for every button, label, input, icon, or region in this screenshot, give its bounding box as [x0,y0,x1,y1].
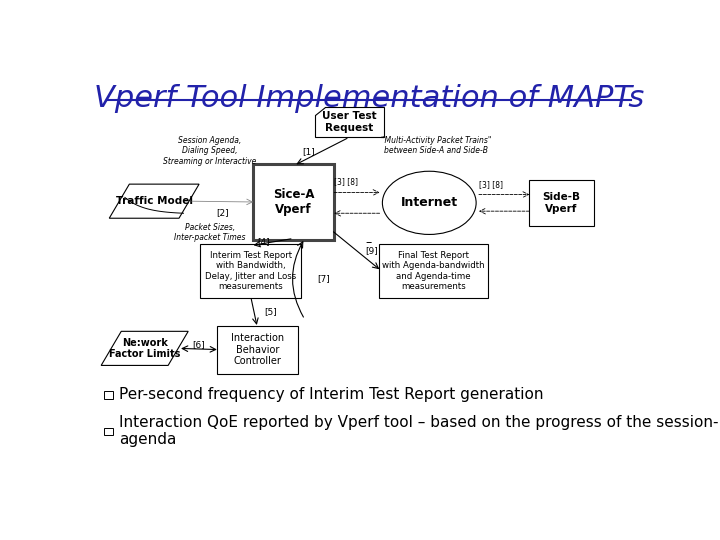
Text: [6]: [6] [192,340,205,349]
Text: Ne:work
Factor Limits: Ne:work Factor Limits [109,338,181,359]
Text: Interaction
Behavior
Controller: Interaction Behavior Controller [231,333,284,366]
Text: Sice-A
Vperf: Sice-A Vperf [273,188,315,216]
Text: [4]: [4] [258,238,270,247]
Text: Interaction QoE reported by Vperf tool – based on the progress of the session-
a: Interaction QoE reported by Vperf tool –… [119,415,719,447]
Text: Interim Test Report
with Bandwidth,
Delay, Jitter and Loss
measurements: Interim Test Report with Bandwidth, Dela… [205,251,297,291]
Text: [7]: [7] [317,274,330,284]
Text: Vperf Tool Implementation of MAPTs: Vperf Tool Implementation of MAPTs [94,84,644,112]
Text: [1]: [1] [302,147,315,156]
Text: [3] [8]: [3] [8] [334,178,358,186]
Polygon shape [101,332,188,366]
Polygon shape [109,184,199,218]
Text: Per-second frequency of Interim Test Report generation: Per-second frequency of Interim Test Rep… [119,387,544,402]
Text: –: – [366,237,372,249]
Text: Side-B
Vperf: Side-B Vperf [542,192,580,214]
Ellipse shape [382,171,476,234]
FancyBboxPatch shape [200,244,301,299]
FancyBboxPatch shape [379,244,487,299]
FancyBboxPatch shape [529,180,593,226]
Text: Traffic Model: Traffic Model [116,196,193,206]
Text: Final Test Report
with Agenda-bandwidth
and Agenda-time
measurements: Final Test Report with Agenda-bandwidth … [382,251,485,291]
Polygon shape [315,107,384,137]
Text: Packet Sizes,
Inter-packet Times: Packet Sizes, Inter-packet Times [174,222,246,242]
Text: "Multi-Activity Packet Trains"
between Side-A and Side-B: "Multi-Activity Packet Trains" between S… [381,136,491,155]
FancyBboxPatch shape [104,391,113,399]
FancyBboxPatch shape [217,326,298,374]
Text: Session Agenda,
Dialing Speed,
Streaming or Interactive: Session Agenda, Dialing Speed, Streaming… [163,136,256,166]
Text: Internet: Internet [401,197,458,210]
Text: [5]: [5] [264,308,277,316]
Text: [3] [8]: [3] [8] [479,180,503,188]
FancyBboxPatch shape [104,428,113,435]
Text: User Test
Request: User Test Request [322,111,377,133]
FancyBboxPatch shape [253,164,334,240]
Text: [2]: [2] [216,208,229,217]
Text: [9]: [9] [365,246,377,255]
